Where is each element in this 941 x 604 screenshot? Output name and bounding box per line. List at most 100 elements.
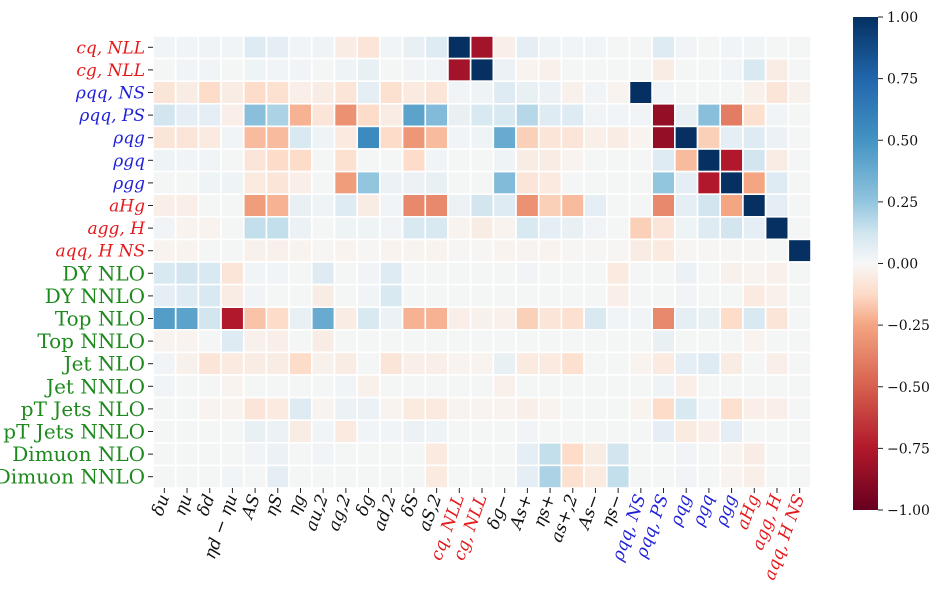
heatmap-cell — [469, 216, 495, 241]
heatmap-cell — [447, 374, 472, 399]
heatmap-cell — [220, 396, 245, 422]
heatmap-cell — [628, 193, 653, 218]
heatmap-cell — [537, 125, 563, 150]
heatmap-cell — [719, 464, 744, 489]
heatmap-cell — [674, 125, 699, 150]
heatmap-cell — [719, 193, 744, 218]
row-label: Jet NNLO — [44, 374, 145, 398]
heatmap-cell — [311, 306, 336, 331]
heatmap-cell — [537, 80, 563, 105]
heatmap-cell — [265, 148, 290, 173]
heatmap-cell — [311, 328, 336, 354]
heatmap-cell — [288, 80, 313, 105]
heatmap-cell — [469, 57, 495, 82]
heatmap-cell — [674, 193, 699, 218]
heatmap-cell — [401, 193, 427, 218]
heatmap-cell — [288, 148, 313, 173]
heatmap-cell — [515, 261, 540, 286]
heatmap-cell — [197, 396, 222, 422]
heatmap-cell — [152, 441, 177, 467]
heatmap-cell — [379, 441, 404, 467]
heatmap-cell — [674, 216, 699, 241]
heatmap-cell — [628, 351, 653, 376]
heatmap-cell — [311, 261, 336, 286]
heatmap-cell — [537, 216, 563, 241]
heatmap-cell — [356, 419, 381, 444]
heatmap-cell — [379, 396, 404, 422]
heatmap-cell — [537, 170, 563, 196]
heatmap-cell — [583, 441, 608, 467]
heatmap-cell — [674, 283, 699, 309]
heatmap-cell — [220, 441, 245, 467]
heatmap-cell — [424, 216, 449, 241]
heatmap-cell — [628, 170, 653, 196]
heatmap-cell — [651, 283, 676, 309]
heatmap-cell — [560, 125, 585, 150]
heatmap-cell — [288, 57, 313, 82]
heatmap-cell — [674, 464, 699, 489]
row-label: aHg — [109, 197, 145, 217]
heatmap-cell — [333, 351, 359, 376]
heatmap-cell — [424, 148, 449, 173]
heatmap-cell — [560, 35, 585, 60]
heatmap-cell — [197, 283, 222, 309]
heatmap-cell — [197, 125, 222, 150]
heatmap-cell — [311, 216, 336, 241]
heatmap-cell — [492, 125, 517, 150]
heatmap-cell — [742, 374, 767, 399]
heatmap-cell — [787, 148, 812, 173]
heatmap-cell — [651, 374, 676, 399]
heatmap-cell — [265, 103, 290, 128]
heatmap-cell — [560, 193, 585, 218]
heatmap-cell — [152, 148, 177, 173]
heatmap-cell — [674, 396, 699, 422]
heatmap-cell — [447, 125, 472, 150]
heatmap-cell — [560, 170, 585, 196]
heatmap-cell — [447, 103, 472, 128]
heatmap-cell — [197, 419, 222, 444]
heatmap-cell — [764, 283, 790, 309]
heatmap-cell — [356, 193, 381, 218]
heatmap-cell — [469, 35, 495, 60]
heatmap-cell — [674, 170, 699, 196]
heatmap-cell — [719, 441, 744, 467]
row-label: agg, H — [87, 219, 146, 239]
heatmap-cell — [651, 125, 676, 150]
heatmap-cell — [469, 351, 495, 376]
heatmap-cell — [288, 170, 313, 196]
heatmap-cell — [537, 464, 563, 489]
heatmap-cell — [674, 57, 699, 82]
heatmap-cell — [560, 396, 585, 422]
heatmap-cell — [288, 328, 313, 354]
heatmap-cell — [379, 103, 404, 128]
heatmap-cell — [605, 35, 631, 60]
heatmap-cell — [651, 261, 676, 286]
heatmap-cell — [242, 170, 268, 196]
heatmap-cell — [265, 35, 290, 60]
heatmap-cell — [469, 261, 495, 286]
column-label: ρqg — [666, 492, 696, 530]
heatmap-cell — [424, 396, 449, 422]
heatmap-cell — [764, 57, 790, 82]
heatmap-cell — [605, 441, 631, 467]
heatmap-cell — [764, 238, 790, 263]
heatmap-cell — [333, 216, 359, 241]
heatmap-cell — [515, 35, 540, 60]
heatmap-cell — [356, 125, 381, 150]
heatmap-cell — [742, 238, 767, 263]
heatmap-cell — [197, 103, 222, 128]
heatmap-cell — [719, 170, 744, 196]
heatmap-cell — [605, 374, 631, 399]
heatmap-cell — [152, 328, 177, 354]
heatmap-cell — [401, 57, 427, 82]
heatmap-cell — [537, 283, 563, 309]
heatmap-cell — [333, 419, 359, 444]
heatmap-cell — [265, 170, 290, 196]
heatmap-cell — [515, 374, 540, 399]
heatmap-cell — [605, 283, 631, 309]
heatmap-cell — [764, 441, 790, 467]
row-label: ρqq, NS — [75, 84, 145, 104]
heatmap-cell — [719, 238, 744, 263]
heatmap-cell — [379, 238, 404, 263]
heatmap-cell — [628, 374, 653, 399]
